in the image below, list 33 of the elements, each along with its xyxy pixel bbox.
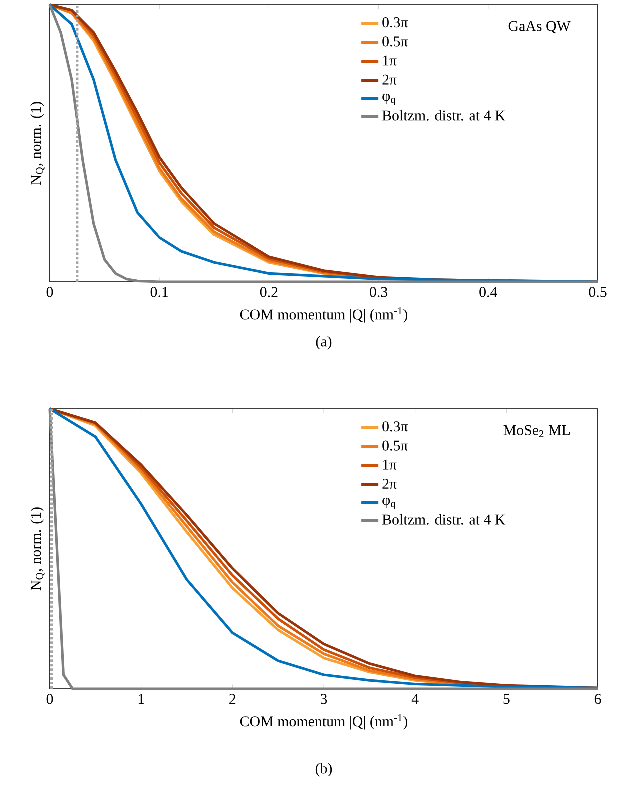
x-tick-label: 0 <box>46 287 54 298</box>
legend-label: Boltzm. distr. at 4 K <box>382 514 506 525</box>
legend-label: 2π <box>382 478 397 490</box>
x-tick-label: 0.2 <box>260 287 278 298</box>
text: (a) <box>316 336 332 350</box>
x-tick-label: 5 <box>504 694 510 704</box>
x-axis-title: COM momentum |Q| (nm$^{-1}$) <box>240 714 408 730</box>
x-tick-label: 2 <box>230 694 236 704</box>
x-tick-label: 0 <box>46 694 54 704</box>
x-tick-label: 1 <box>138 694 144 704</box>
annotation: MoSe$_{2}$ ML <box>504 425 570 438</box>
legend-label: φ$_{q}$ <box>382 498 396 510</box>
y-axis-title: N$_{Q}$, norm. (1) <box>30 102 45 186</box>
x-axis-title: COM momentum |Q| (nm$^{-1}$) <box>240 307 408 323</box>
text: (b) <box>316 763 332 777</box>
x-tick-label: 6 <box>594 694 602 704</box>
x-tick-label: 0.1 <box>150 287 168 298</box>
legend-label: Boltzm. distr. at 4 K <box>382 110 506 121</box>
legend-label: 2π <box>382 74 397 85</box>
annotation: GaAs QW <box>508 21 571 34</box>
legend-label: 0.5π <box>382 440 408 451</box>
legend-label: 1π <box>383 460 397 470</box>
x-tick-label: 0.4 <box>480 287 498 298</box>
legend-label: 0.3π <box>382 422 408 432</box>
legend-label: 1π <box>383 56 397 66</box>
y-axis-title: N$_{Q}$, norm. (1) <box>30 508 45 591</box>
legend-label: 0.3π <box>382 17 408 28</box>
legend-label: φ$_{q}$ <box>382 94 396 106</box>
x-tick-label: 4 <box>412 694 419 704</box>
x-tick-label: 0.5 <box>589 287 607 298</box>
x-tick-label: 3 <box>320 694 328 704</box>
legend-label: 0.5π <box>382 36 408 47</box>
x-tick-label: 0.3 <box>370 287 388 298</box>
